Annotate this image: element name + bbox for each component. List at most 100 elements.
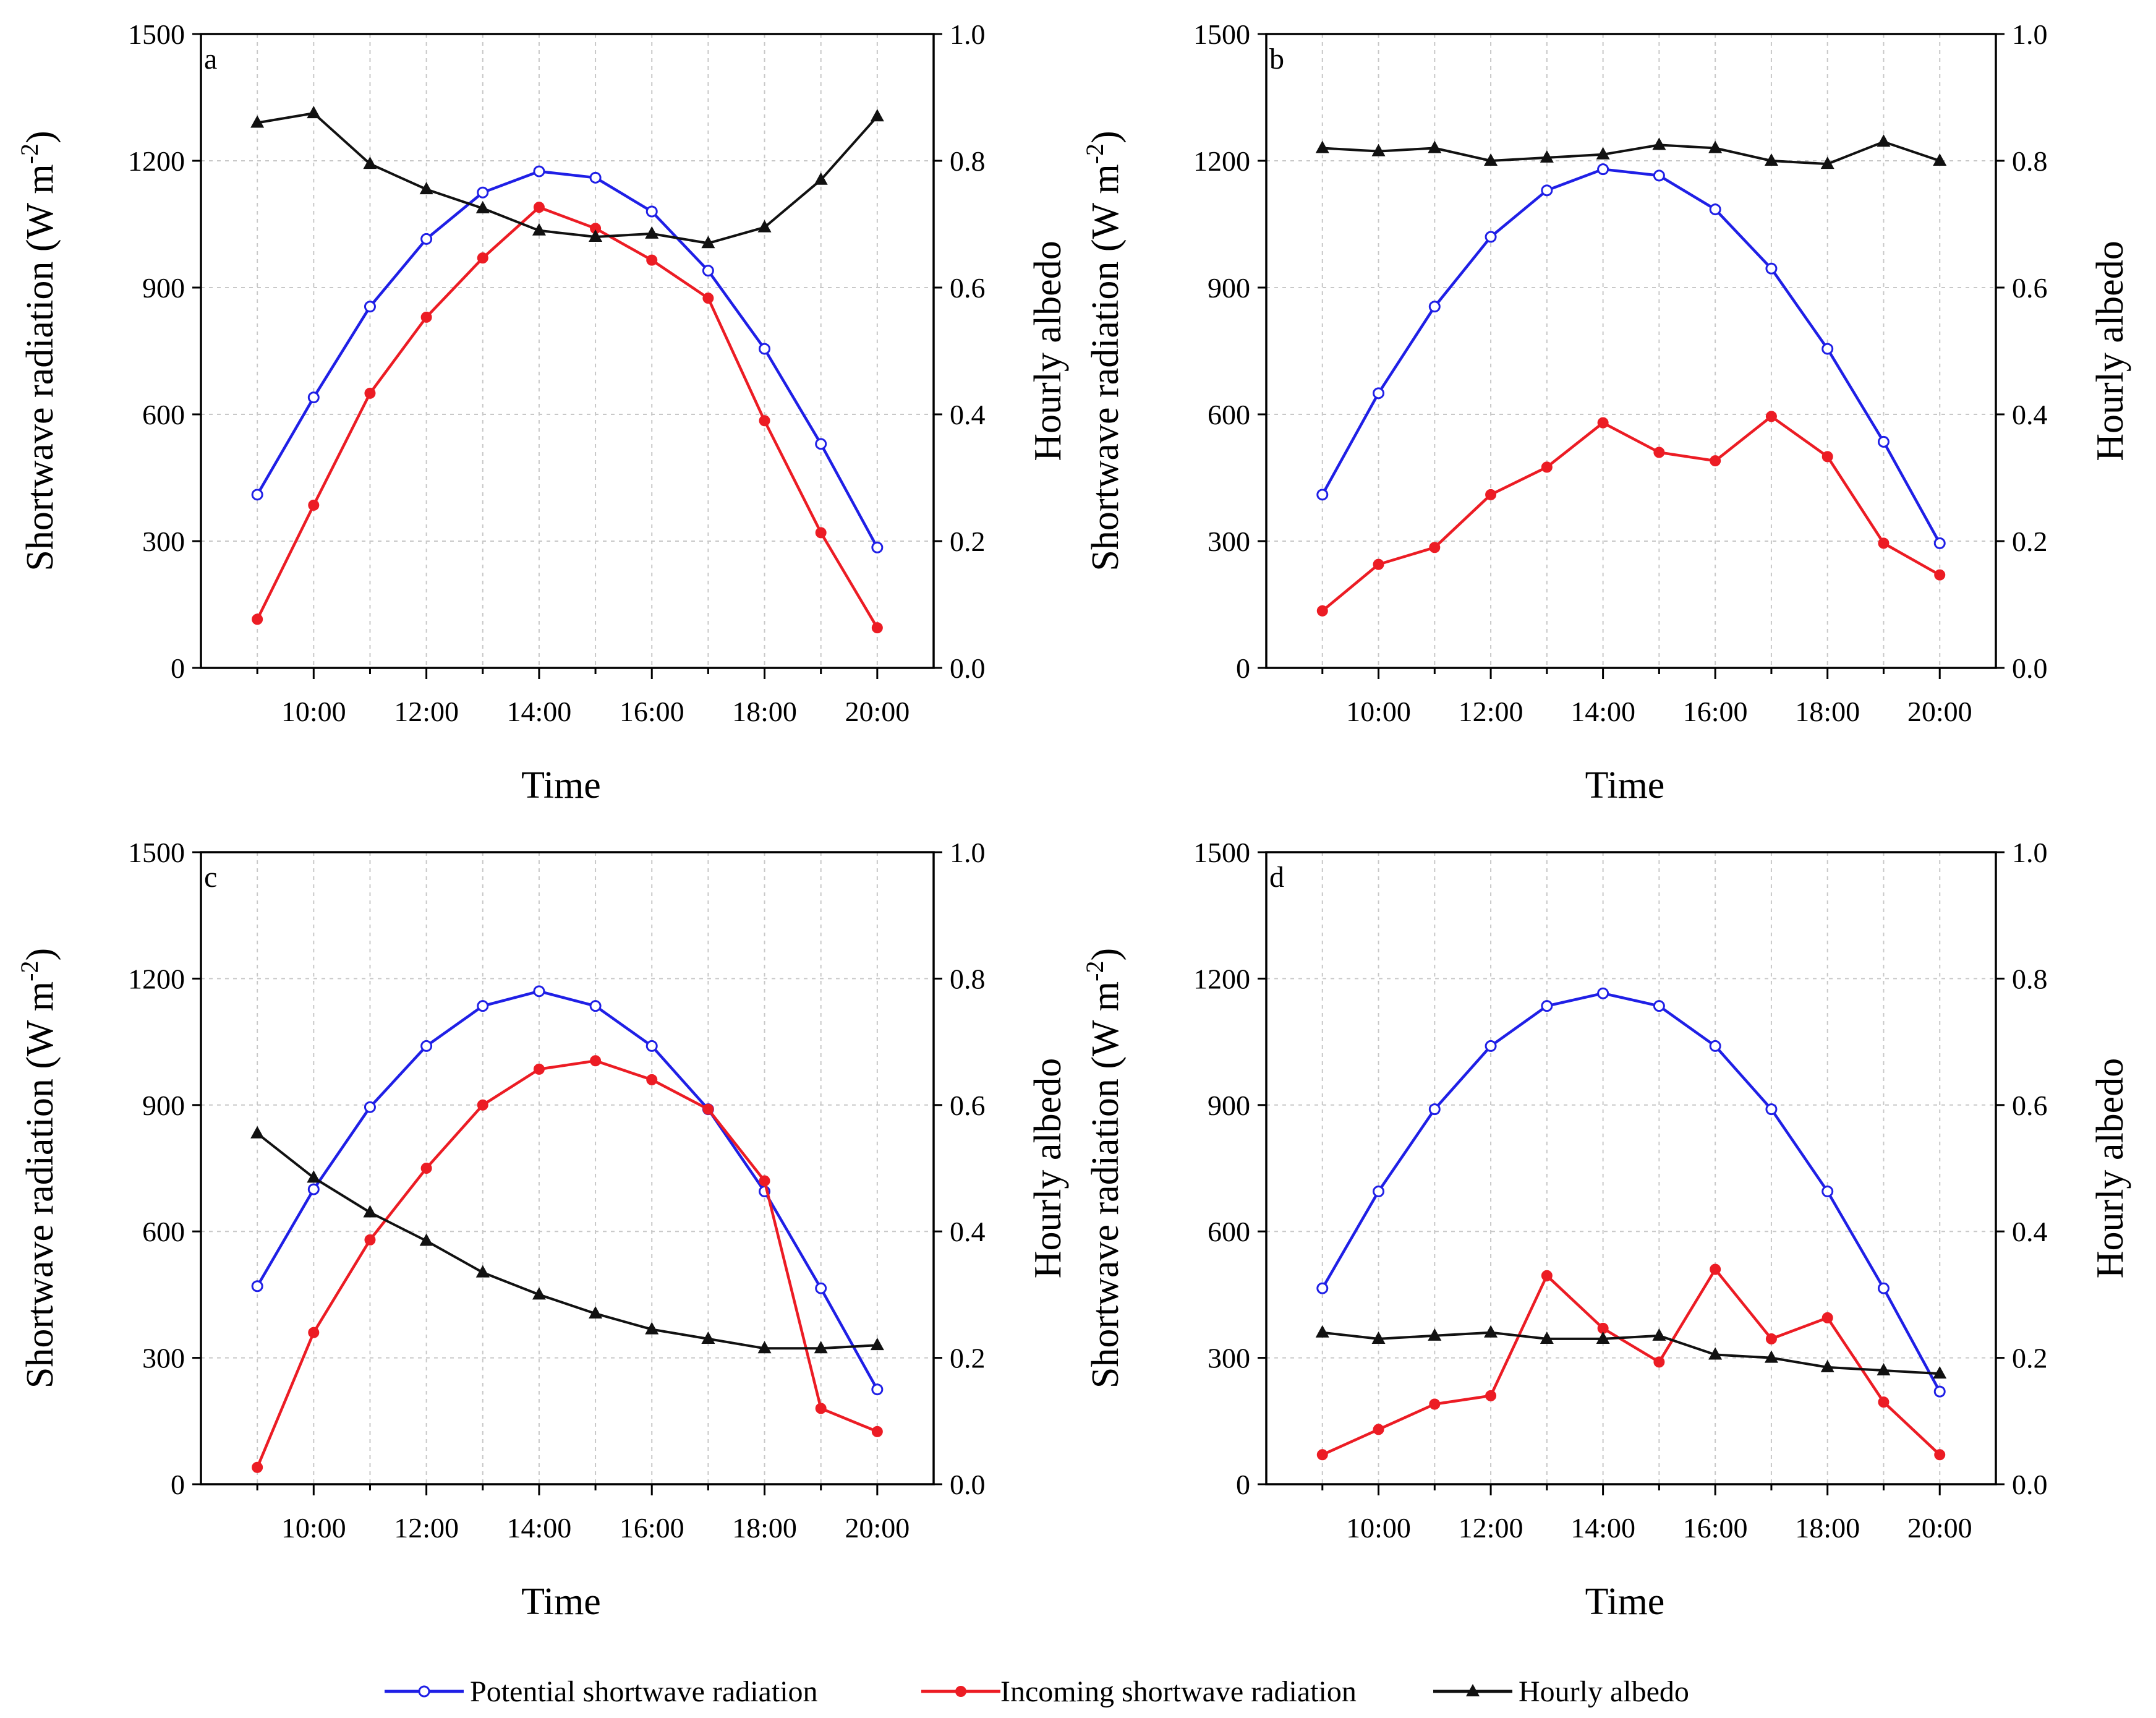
data-point-albedo bbox=[1540, 1331, 1554, 1344]
data-point-albedo bbox=[1764, 153, 1778, 166]
data-point-albedo bbox=[1484, 153, 1498, 166]
data-point-potential bbox=[251, 489, 263, 501]
data-point-potential bbox=[589, 1000, 602, 1012]
x-axis-title: Time bbox=[1585, 1581, 1665, 1623]
legend-potential-marker bbox=[418, 1685, 430, 1698]
x-tick-label: 10:00 bbox=[281, 1512, 346, 1544]
data-point-potential bbox=[646, 1040, 658, 1052]
y-left-axis-title-superscript: -2 bbox=[15, 143, 43, 164]
data-point-potential bbox=[1316, 1282, 1329, 1294]
y-right-tick-label: 0.2 bbox=[950, 1343, 986, 1374]
y-left-tick-label: 900 bbox=[142, 272, 185, 304]
plot-frame bbox=[200, 851, 935, 1485]
y-right-tick-label: 0.6 bbox=[950, 272, 986, 304]
data-point-incoming bbox=[477, 252, 488, 264]
data-point-potential bbox=[477, 186, 489, 199]
y-right-axis-title: Hourly albedo bbox=[2089, 1058, 2131, 1278]
data-point-incoming bbox=[308, 499, 320, 511]
data-point-albedo bbox=[307, 106, 321, 119]
data-point-potential bbox=[702, 265, 714, 277]
data-point-incoming bbox=[1765, 411, 1777, 422]
y-left-tick-label: 300 bbox=[142, 1343, 185, 1374]
data-point-potential bbox=[1933, 537, 1946, 549]
data-point-albedo bbox=[1933, 153, 1947, 166]
data-point-albedo bbox=[870, 109, 884, 122]
y-left-axis-title-main: Shortwave radiation (W m bbox=[1084, 981, 1127, 1388]
y-left-tick-label: 0 bbox=[1236, 1469, 1250, 1500]
panel-a: 0 300 600 900 1200 1500 0.0 0.2 0.4 0.6 0.8 1.0 10:0… bbox=[15, 19, 1069, 806]
y-left-tick-label: 1500 bbox=[1193, 837, 1250, 868]
data-point-albedo bbox=[757, 1341, 772, 1354]
x-tick-label: 12:00 bbox=[1459, 696, 1523, 727]
y-left-tick-label: 1200 bbox=[1193, 145, 1250, 177]
y-left-axis-title: Shortwave radiation (W m-2) bbox=[15, 130, 61, 571]
data-point-potential bbox=[646, 205, 658, 218]
series-line-potential bbox=[256, 989, 879, 1390]
data-point-albedo bbox=[1877, 134, 1891, 147]
x-tick-label: 14:00 bbox=[507, 696, 572, 727]
y-right-tick-label: 0.0 bbox=[2012, 1469, 2048, 1500]
data-point-incoming bbox=[420, 1163, 432, 1174]
y-left-axis-title-main: Shortwave radiation (W m bbox=[19, 981, 61, 1388]
data-point-albedo bbox=[1315, 1325, 1329, 1338]
y-left-tick-label: 1200 bbox=[128, 145, 185, 177]
y-right-tick-label: 0.2 bbox=[2012, 1343, 2048, 1374]
panel-d: 0 300 600 900 1200 1500 0.0 0.2 0.4 0.6 0.8 1.0 10:0… bbox=[1081, 837, 2131, 1623]
x-tick-label: 18:00 bbox=[732, 1512, 797, 1544]
legend-albedo-marker bbox=[1466, 1684, 1480, 1696]
data-point-incoming bbox=[1373, 558, 1384, 570]
data-point-potential bbox=[1933, 1385, 1946, 1398]
data-point-incoming bbox=[1934, 569, 1946, 581]
data-point-potential bbox=[420, 233, 433, 245]
data-point-albedo bbox=[250, 1126, 265, 1139]
data-point-potential bbox=[1822, 1185, 1834, 1197]
data-point-albedo bbox=[757, 220, 772, 233]
series-line-albedo bbox=[1322, 140, 1940, 166]
y-right-tick-label: 0.6 bbox=[2012, 272, 2048, 304]
x-tick-label: 18:00 bbox=[1795, 1512, 1860, 1544]
data-point-incoming bbox=[533, 1063, 545, 1075]
data-point-potential bbox=[1597, 163, 1609, 176]
series-line-potential bbox=[256, 169, 879, 549]
y-left-axis-title-close: ) bbox=[19, 130, 61, 143]
y-right-axis-title: Hourly albedo bbox=[2089, 241, 2131, 461]
y-left-tick-label: 0 bbox=[171, 652, 185, 684]
data-point-incoming bbox=[1597, 417, 1609, 429]
y-left-tick-label: 600 bbox=[1208, 1216, 1250, 1247]
data-point-albedo bbox=[1764, 1350, 1778, 1363]
y-left-tick-label: 300 bbox=[142, 526, 185, 557]
data-point-albedo bbox=[1708, 140, 1723, 153]
data-point-potential bbox=[1653, 1000, 1665, 1012]
x-tick-label: 10:00 bbox=[1346, 696, 1411, 727]
x-axis-title: Time bbox=[521, 764, 601, 806]
legend: Potential shortwave radiation Incoming s… bbox=[385, 1675, 1689, 1708]
legend-albedo-label: Hourly albedo bbox=[1519, 1675, 1689, 1708]
data-point-incoming bbox=[815, 1403, 827, 1414]
y-right-tick-label: 0.4 bbox=[2012, 399, 2048, 430]
x-tick-label: 10:00 bbox=[281, 696, 346, 727]
data-point-incoming bbox=[1316, 1449, 1328, 1461]
data-point-incoming bbox=[646, 1074, 658, 1085]
data-point-albedo bbox=[1371, 1331, 1386, 1344]
data-point-albedo bbox=[1315, 140, 1329, 153]
panel-letter: c bbox=[204, 861, 217, 894]
data-point-albedo bbox=[1877, 1363, 1891, 1376]
data-point-incoming bbox=[1822, 451, 1833, 463]
data-point-incoming bbox=[815, 527, 827, 539]
panels: 0 300 600 900 1200 1500 0.0 0.2 0.4 0.6 0.8 1.0 10:0… bbox=[15, 19, 2131, 1623]
data-point-potential bbox=[307, 391, 320, 404]
data-point-albedo bbox=[1596, 1331, 1610, 1344]
plot-frame bbox=[200, 33, 935, 669]
y-right-tick-label: 1.0 bbox=[2012, 837, 2048, 868]
y-left-tick-label: 0 bbox=[171, 1469, 185, 1500]
data-point-potential bbox=[1428, 301, 1441, 313]
y-left-axis-title-close: ) bbox=[1084, 948, 1127, 961]
data-point-albedo bbox=[475, 200, 490, 213]
data-point-albedo bbox=[250, 115, 265, 128]
x-tick-label: 16:00 bbox=[620, 696, 684, 727]
y-right-axis-title: Hourly albedo bbox=[1027, 241, 1069, 461]
data-point-albedo bbox=[1428, 140, 1442, 153]
data-point-potential bbox=[815, 438, 827, 450]
data-point-potential bbox=[251, 1280, 263, 1293]
